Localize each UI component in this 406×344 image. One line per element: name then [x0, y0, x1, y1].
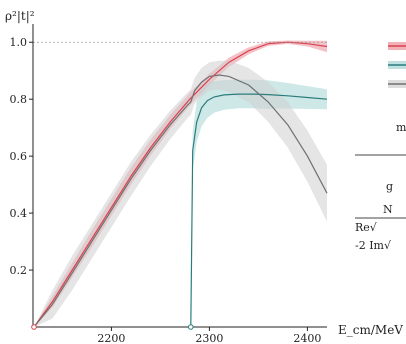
y-tick-label: 0.4 [10, 207, 28, 220]
x-tick-label: 2400 [293, 332, 321, 344]
error-bands [34, 40, 327, 327]
y-tick-label: 0.2 [10, 264, 28, 277]
legend-table-entry: -2 Im√ [355, 239, 392, 252]
legend-table-entry: N [383, 203, 393, 216]
legend-table-entry: m [396, 121, 406, 134]
series-1-band [190, 79, 327, 327]
legend [388, 42, 406, 88]
series-2-line [33, 74, 328, 328]
legend-table: m gN Re√ -2 Im√ [355, 121, 406, 252]
legend-table-entry: Re√ [355, 221, 378, 234]
series-lines [33, 41, 328, 328]
legend-table-entry: g [386, 180, 393, 193]
y-tick-label: 0.6 [10, 150, 28, 163]
series-0-line [33, 41, 328, 328]
series-1-line [190, 93, 328, 328]
threshold-marker [31, 324, 37, 330]
x-tick-label: 2200 [97, 332, 125, 344]
axes [32, 24, 327, 328]
x-tick-label: 2300 [195, 332, 223, 344]
ticks: 2200 2300 2400 0.2 0.4 0.6 0.8 1.0 [10, 36, 322, 344]
y-axis-title: ρ²|t|² [5, 9, 35, 23]
x-axis-title: E_cm/MeV [338, 323, 403, 337]
threshold-marker [187, 324, 194, 330]
y-tick-label: 0.8 [10, 93, 28, 106]
series-2-band [34, 60, 327, 327]
y-tick-label: 1.0 [10, 36, 28, 49]
threshold-markers [31, 324, 194, 330]
